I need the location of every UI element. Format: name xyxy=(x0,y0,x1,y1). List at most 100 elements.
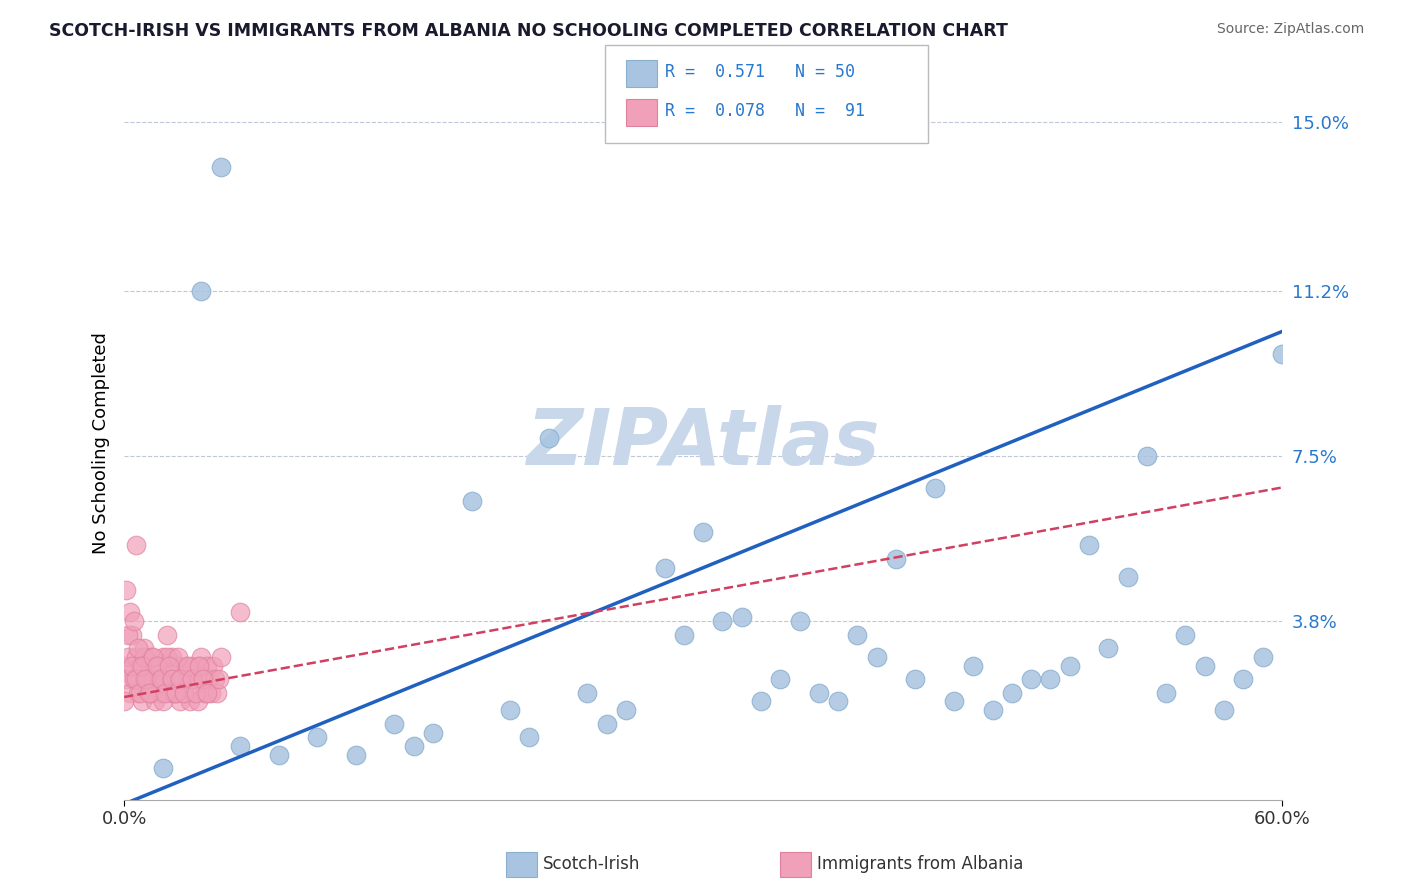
Point xyxy=(128,685,150,699)
Point xyxy=(1271,347,1294,361)
Point xyxy=(152,761,174,775)
Point xyxy=(156,627,179,641)
Point xyxy=(112,694,135,708)
Point xyxy=(163,685,186,699)
Point xyxy=(193,672,215,686)
Point xyxy=(142,672,165,686)
Point xyxy=(1213,703,1236,717)
Point xyxy=(167,649,190,664)
Point xyxy=(209,649,232,664)
Point xyxy=(152,694,174,708)
Point xyxy=(595,716,617,731)
Point xyxy=(1154,685,1177,699)
Point xyxy=(201,658,224,673)
Point xyxy=(200,685,222,699)
Text: R =  0.571   N = 50: R = 0.571 N = 50 xyxy=(665,63,855,81)
Point xyxy=(177,658,200,673)
Point xyxy=(141,649,163,664)
Point xyxy=(499,703,522,717)
Point xyxy=(177,672,200,686)
Point xyxy=(576,685,599,699)
Point xyxy=(149,672,172,686)
Point xyxy=(180,658,202,673)
Point xyxy=(195,658,218,673)
Point xyxy=(188,658,211,673)
Point xyxy=(117,627,139,641)
Point xyxy=(128,658,150,673)
Point xyxy=(866,649,889,664)
Point xyxy=(167,658,190,673)
Point xyxy=(884,551,907,566)
Point xyxy=(382,716,405,731)
Point xyxy=(134,672,156,686)
Point xyxy=(165,685,187,699)
Point xyxy=(1194,658,1216,673)
Point xyxy=(924,481,946,495)
Point xyxy=(136,672,159,686)
Point xyxy=(267,747,290,762)
Point xyxy=(614,703,637,717)
Point xyxy=(152,649,174,664)
Point xyxy=(205,685,228,699)
Point xyxy=(125,539,148,553)
Point xyxy=(692,525,714,540)
Point xyxy=(153,672,176,686)
Point xyxy=(173,685,195,699)
Point xyxy=(141,685,163,699)
Point xyxy=(149,685,172,699)
Point xyxy=(187,694,209,708)
Point xyxy=(422,725,444,739)
Point xyxy=(1116,569,1139,583)
Point xyxy=(229,739,252,753)
Point xyxy=(195,685,218,699)
Text: Source: ZipAtlas.com: Source: ZipAtlas.com xyxy=(1216,22,1364,37)
Point xyxy=(132,640,155,655)
Point xyxy=(146,658,169,673)
Point xyxy=(156,649,179,664)
Point xyxy=(146,658,169,673)
Text: SCOTCH-IRISH VS IMMIGRANTS FROM ALBANIA NO SCHOOLING COMPLETED CORRELATION CHART: SCOTCH-IRISH VS IMMIGRANTS FROM ALBANIA … xyxy=(49,22,1008,40)
Point xyxy=(344,747,367,762)
Point xyxy=(174,658,197,673)
Point xyxy=(121,658,143,673)
Point xyxy=(143,694,166,708)
Point xyxy=(194,685,217,699)
Point xyxy=(125,649,148,664)
Point xyxy=(193,672,215,686)
Point xyxy=(672,627,695,641)
Point xyxy=(190,649,212,664)
Point xyxy=(183,685,205,699)
Point xyxy=(159,672,181,686)
Point xyxy=(1174,627,1197,641)
Point xyxy=(179,694,201,708)
Point xyxy=(125,672,148,686)
Text: ZIPAtlas: ZIPAtlas xyxy=(526,405,880,481)
Point xyxy=(142,649,165,664)
Point xyxy=(807,685,830,699)
Point xyxy=(136,672,159,686)
Point xyxy=(981,703,1004,717)
Point xyxy=(1232,672,1254,686)
Point xyxy=(127,640,149,655)
Point xyxy=(1039,672,1062,686)
Point xyxy=(846,627,869,641)
Point xyxy=(962,658,984,673)
Point xyxy=(1078,539,1101,553)
Point xyxy=(115,582,138,597)
Y-axis label: No Schooling Completed: No Schooling Completed xyxy=(93,332,110,554)
Point xyxy=(904,672,927,686)
Point xyxy=(138,685,160,699)
Text: Scotch-Irish: Scotch-Irish xyxy=(543,855,640,873)
Point xyxy=(184,672,207,686)
Point xyxy=(180,672,202,686)
Point xyxy=(789,614,811,628)
Point xyxy=(1019,672,1042,686)
Point xyxy=(1251,649,1274,664)
Point xyxy=(711,614,734,628)
Point xyxy=(159,685,181,699)
Point xyxy=(1136,450,1159,464)
Point xyxy=(115,672,138,686)
Point xyxy=(827,694,849,708)
Point xyxy=(229,605,252,619)
Point xyxy=(654,560,676,574)
